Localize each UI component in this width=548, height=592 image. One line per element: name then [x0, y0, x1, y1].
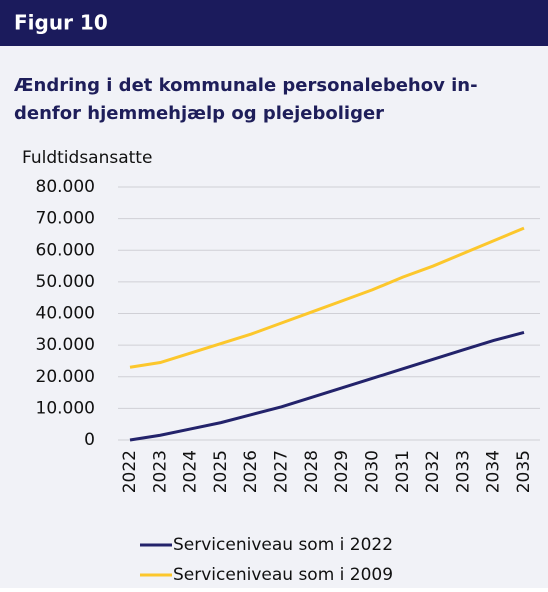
y-axis-label: Fuldtidsansatte: [22, 148, 152, 168]
line: [129, 226, 525, 369]
x-tick-label: 2022: [120, 450, 140, 493]
header-bar: [0, 0, 548, 46]
x-tick-label: 2024: [181, 450, 201, 493]
x-tick-label: 2034: [484, 450, 504, 493]
chart-title: denfor hjemmehjælp og plejeboliger: [14, 103, 384, 124]
x-tick-label: 2029: [332, 450, 352, 493]
header: Figur 10: [14, 11, 108, 35]
y-tick-label: 70.000: [36, 209, 95, 229]
x-tick-label: 2032: [423, 450, 443, 493]
x-tick-label: 2027: [272, 450, 292, 493]
y-tick-label: 40.000: [36, 304, 95, 324]
y-tick-label: 80.000: [36, 177, 95, 197]
y-tick-label: 0: [84, 430, 95, 450]
y-tick-label: 60.000: [36, 240, 95, 260]
line: [129, 331, 525, 442]
y-tick-label: 20.000: [36, 367, 95, 387]
y-tick-label: 50.000: [36, 272, 95, 292]
legend-label: Serviceniveau som i 2009: [173, 565, 393, 585]
x-tick-label: 2028: [302, 450, 322, 493]
legend-label: Serviceniveau som i 2022: [173, 535, 393, 555]
x-tick-label: 2025: [211, 450, 231, 493]
x-tick-label: 2035: [514, 450, 534, 493]
x-tick-label: 2031: [393, 450, 413, 493]
x-tick-label: 2030: [362, 450, 382, 493]
x-tick-label: 2026: [241, 450, 261, 493]
chart-title: Ændring i det kommunale personalebehov i…: [14, 75, 478, 96]
x-tick-label: 2023: [150, 450, 170, 493]
y-tick-label: 10.000: [36, 398, 95, 418]
x-tick-label: 2033: [453, 450, 473, 493]
y-tick-label: 30.000: [36, 335, 95, 355]
